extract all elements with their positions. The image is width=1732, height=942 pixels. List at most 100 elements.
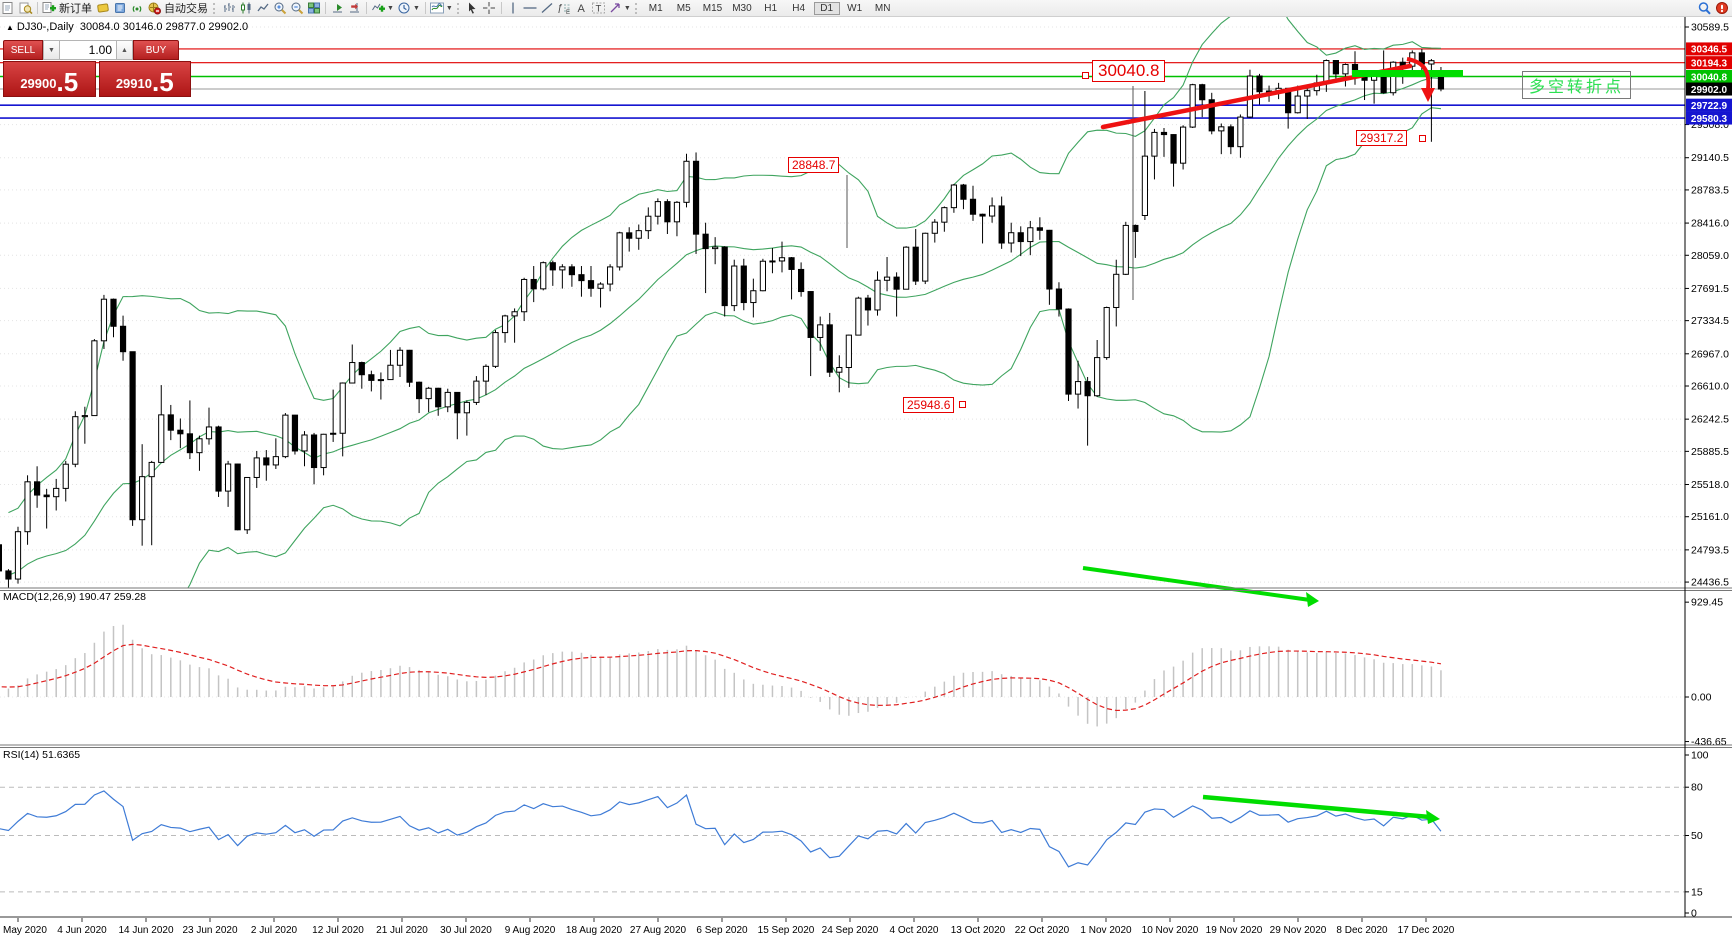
candle xyxy=(759,260,766,292)
green-support-bar[interactable] xyxy=(1352,70,1463,77)
date-label: 22 Oct 2020 xyxy=(1015,925,1070,936)
candle xyxy=(1342,63,1349,75)
candle xyxy=(263,457,270,466)
annotation-resistance-price[interactable]: 30040.8 xyxy=(1092,60,1166,82)
candle xyxy=(941,207,948,223)
horizontal-line-icon[interactable] xyxy=(522,1,539,16)
timeframe-M1[interactable]: M1 xyxy=(648,2,663,14)
candle xyxy=(826,324,833,373)
line-chart-icon[interactable] xyxy=(254,1,271,16)
date-label: 4 Jun 2020 xyxy=(57,925,107,936)
collapse-icon[interactable]: ▲ xyxy=(6,23,14,32)
date-label: 19 Nov 2020 xyxy=(1206,925,1263,936)
crosshair-icon[interactable] xyxy=(481,1,498,16)
bar-chart-icon[interactable] xyxy=(220,1,237,16)
vertical-line-icon[interactable] xyxy=(505,1,522,16)
red-down-arrow-shaft[interactable] xyxy=(1406,57,1431,90)
annotation-swing-low[interactable]: 25948.6 xyxy=(903,397,955,413)
candlestick-icon[interactable] xyxy=(237,1,254,16)
candle xyxy=(578,274,585,282)
red-down-arrow-icon[interactable] xyxy=(1421,88,1435,102)
macd-arrow-head-icon xyxy=(1306,592,1319,607)
price-tick: 25518.0 xyxy=(1691,479,1729,491)
date-label: 4 Oct 2020 xyxy=(890,925,939,936)
macd-tick: 929.45 xyxy=(1691,597,1723,609)
candle xyxy=(377,379,384,382)
macd-tick: -436.65 xyxy=(1691,736,1727,748)
volume-increase-button[interactable]: ▲ xyxy=(116,40,133,60)
timeframe-H1[interactable]: H1 xyxy=(764,2,778,14)
timeframe-M15[interactable]: M15 xyxy=(702,2,723,14)
price-tick: 25885.5 xyxy=(1691,446,1729,458)
timeframe-W1[interactable]: W1 xyxy=(847,2,863,14)
timeframe-D1[interactable]: D1 xyxy=(813,1,840,15)
periods-caret-icon[interactable]: ▼ xyxy=(412,4,420,12)
timeframe-M5[interactable]: M5 xyxy=(676,2,691,14)
data-window-icon[interactable] xyxy=(112,1,129,16)
profiles-icon[interactable] xyxy=(17,1,34,16)
candle xyxy=(406,349,413,383)
auto-trading-icon[interactable] xyxy=(146,1,163,16)
periods-icon[interactable] xyxy=(396,1,413,16)
timeframe-MN[interactable]: MN xyxy=(874,2,891,14)
volume-decrease-button[interactable]: ▼ xyxy=(43,40,60,60)
rsi-divergence-arrow[interactable] xyxy=(1202,794,1431,820)
annotation-turning-point[interactable]: 多空转折点 xyxy=(1522,71,1632,99)
templates-caret-icon[interactable]: ▼ xyxy=(445,4,453,12)
annotation-target-price[interactable]: 29317.2 xyxy=(1356,130,1408,146)
sell-price-button[interactable]: 29900.5 xyxy=(3,61,96,97)
candle xyxy=(893,276,900,290)
macd-tick: 0.00 xyxy=(1691,692,1712,704)
zoom-in-icon[interactable] xyxy=(271,1,288,16)
arrows-caret-icon[interactable]: ▼ xyxy=(623,4,631,12)
templates-icon[interactable] xyxy=(429,1,446,16)
svg-text:29722.9: 29722.9 xyxy=(1691,101,1728,112)
candle xyxy=(1237,116,1244,148)
candle xyxy=(1027,227,1034,243)
candle xyxy=(511,311,518,317)
candle xyxy=(1065,308,1072,395)
candle xyxy=(778,257,786,262)
timeframe-H4[interactable]: H4 xyxy=(792,2,806,14)
candle xyxy=(225,463,232,492)
chart-shift-icon[interactable] xyxy=(346,1,363,16)
date-label: 9 Aug 2020 xyxy=(505,925,556,936)
auto-scroll-icon[interactable] xyxy=(329,1,346,16)
candle xyxy=(740,265,747,304)
candle xyxy=(463,401,470,414)
volume-input[interactable] xyxy=(60,40,116,60)
candle xyxy=(291,414,299,452)
market-watch-icon[interactable] xyxy=(95,1,112,16)
new-order-label[interactable]: 新订单 xyxy=(59,3,92,15)
candle xyxy=(1008,232,1015,244)
buy-price-button[interactable]: 29910.5 xyxy=(98,61,191,97)
tile-windows-icon[interactable] xyxy=(305,1,322,16)
candle xyxy=(1170,134,1177,164)
price-tick: 30589.5 xyxy=(1691,22,1729,34)
macd-divergence-arrow[interactable] xyxy=(1082,566,1311,602)
auto-trading-label[interactable]: 自动交易 xyxy=(164,3,208,15)
candle xyxy=(1294,95,1301,114)
arrows-icon[interactable] xyxy=(607,1,624,16)
indicators-caret-icon[interactable]: ▼ xyxy=(387,4,394,12)
cursor-icon[interactable] xyxy=(464,1,481,16)
buy-button[interactable]: BUY xyxy=(133,40,179,60)
annotation-swing-high[interactable]: 28848.7 xyxy=(788,157,840,173)
chat-icon[interactable] xyxy=(1713,1,1730,16)
label-icon[interactable]: T xyxy=(590,1,607,16)
new-order-icon[interactable] xyxy=(41,1,58,16)
search-icon[interactable] xyxy=(1696,1,1713,16)
navigator-icon[interactable] xyxy=(129,1,146,16)
indicators-icon[interactable] xyxy=(370,1,387,16)
candle xyxy=(1103,307,1110,359)
candle xyxy=(24,481,31,533)
candle xyxy=(119,325,127,353)
sell-button[interactable]: SELL xyxy=(3,40,43,60)
timeframe-M30[interactable]: M30 xyxy=(732,2,752,14)
chart-canvas[interactable]: 30589.529508.029140.528783.528416.028059… xyxy=(0,16,1732,942)
trendline-icon[interactable] xyxy=(539,1,556,16)
text-icon[interactable]: A xyxy=(573,1,590,16)
zoom-out-icon[interactable] xyxy=(288,1,305,16)
new-chart-icon[interactable] xyxy=(0,1,17,16)
